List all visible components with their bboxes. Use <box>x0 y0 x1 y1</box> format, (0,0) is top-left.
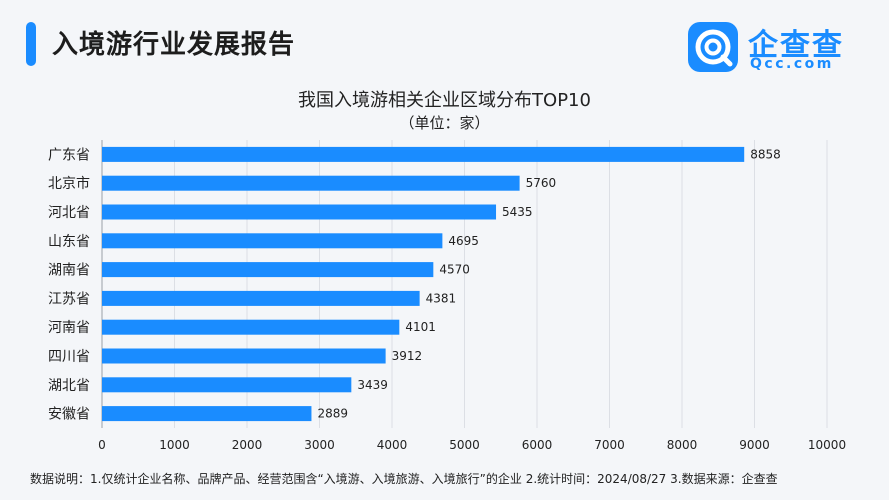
x-tick-label: 9000 <box>739 438 770 452</box>
bar <box>102 146 745 162</box>
data-label: 5760 <box>526 176 557 190</box>
category-label: 湖北省 <box>48 378 90 394</box>
x-tick-label: 6000 <box>522 438 553 452</box>
category-label: 湖南省 <box>48 263 90 279</box>
category-label: 山东省 <box>48 234 90 250</box>
x-tick-label: 4000 <box>377 438 408 452</box>
x-tick-label: 7000 <box>594 438 625 452</box>
chart-title: 我国入境游相关企业区域分布TOP10 <box>298 90 591 111</box>
category-label: 安徽省 <box>48 407 90 423</box>
data-label: 4695 <box>448 234 479 248</box>
data-label: 4381 <box>426 291 457 305</box>
bar <box>102 175 520 191</box>
data-label: 5435 <box>502 205 533 219</box>
bar <box>102 233 443 249</box>
data-label: 3912 <box>392 349 423 363</box>
bar <box>102 262 434 278</box>
qcc-logo-icon <box>688 22 738 72</box>
qcc-logo: 企查查 Qcc.com <box>688 18 863 76</box>
bar <box>102 377 352 393</box>
category-label: 江苏省 <box>48 291 90 307</box>
page-title: 入境游行业发展报告 <box>52 30 296 60</box>
category-label: 广东省 <box>48 147 90 163</box>
bar <box>102 406 312 422</box>
x-tick-label: 8000 <box>667 438 698 452</box>
category-label: 河北省 <box>48 205 90 221</box>
chart-subtitle: （单位：家） <box>399 114 490 132</box>
x-tick-label: 2000 <box>232 438 263 452</box>
logo-domain: Qcc.com <box>750 56 834 72</box>
bar <box>102 348 386 364</box>
category-label: 河南省 <box>48 320 90 336</box>
data-label: 8858 <box>750 147 781 161</box>
category-label: 四川省 <box>48 349 90 365</box>
bar <box>102 290 420 306</box>
x-tick-label: 0 <box>98 438 106 452</box>
header-accent-bar <box>26 22 36 66</box>
data-label: 3439 <box>357 378 388 392</box>
bar <box>102 319 400 335</box>
x-tick-label: 3000 <box>304 438 335 452</box>
data-label: 2889 <box>317 407 348 421</box>
logo-name: 企查查 <box>748 28 844 63</box>
category-label: 北京市 <box>48 175 90 192</box>
x-tick-label: 10000 <box>808 438 846 452</box>
x-tick-label: 5000 <box>449 438 480 452</box>
data-footnote: 数据说明：1.仅统计企业名称、品牌产品、经营范围含“入境游、入境旅游、入境旅行”… <box>30 472 778 486</box>
x-tick-label: 1000 <box>159 438 190 452</box>
bar <box>102 204 497 220</box>
data-label: 4101 <box>405 320 436 334</box>
data-label: 4570 <box>439 263 470 277</box>
